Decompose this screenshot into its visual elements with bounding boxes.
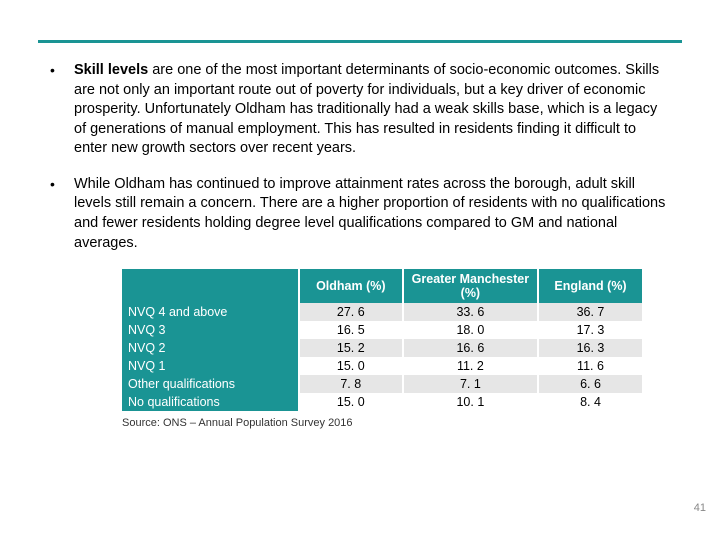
table-cell: 17. 3 xyxy=(538,321,642,339)
table-cell: 16. 3 xyxy=(538,339,642,357)
bullet-bold: Skill levels xyxy=(74,62,152,78)
table-row: NVQ 316. 518. 017. 3 xyxy=(122,321,642,339)
bullet-list: Skill levels are one of the most importa… xyxy=(48,61,672,253)
table-cell: 33. 6 xyxy=(403,303,538,321)
table-cell: 36. 7 xyxy=(538,303,642,321)
table-row: NVQ 4 and above27. 633. 636. 7 xyxy=(122,303,642,321)
table-cell: 16. 5 xyxy=(299,321,403,339)
bullet-item: While Oldham has continued to improve at… xyxy=(48,175,672,253)
table-cell: 16. 6 xyxy=(403,339,538,357)
top-divider xyxy=(38,40,682,43)
table-cell: 15. 0 xyxy=(299,357,403,375)
table-cell: 7. 1 xyxy=(403,375,538,393)
table-cell: 10. 1 xyxy=(403,393,538,411)
table-body: NVQ 4 and above27. 633. 636. 7NVQ 316. 5… xyxy=(122,303,642,411)
table-header-cell: England (%) xyxy=(538,269,642,303)
table-head: Oldham (%) Greater Manchester (%) Englan… xyxy=(122,269,642,303)
table-cell: 15. 2 xyxy=(299,339,403,357)
table-cell: 18. 0 xyxy=(403,321,538,339)
table-container: Oldham (%) Greater Manchester (%) Englan… xyxy=(122,269,642,411)
table-cell: 11. 6 xyxy=(538,357,642,375)
table-cell: 15. 0 xyxy=(299,393,403,411)
row-label: No qualifications xyxy=(122,393,299,411)
table-row: NVQ 215. 216. 616. 3 xyxy=(122,339,642,357)
row-label: NVQ 4 and above xyxy=(122,303,299,321)
table-cell: 27. 6 xyxy=(299,303,403,321)
table-cell: 8. 4 xyxy=(538,393,642,411)
table-row: NVQ 115. 011. 211. 6 xyxy=(122,357,642,375)
bullet-text: While Oldham has continued to improve at… xyxy=(74,176,665,251)
table-header-cell: Greater Manchester (%) xyxy=(403,269,538,303)
table-row: No qualifications15. 010. 18. 4 xyxy=(122,393,642,411)
bullet-item: Skill levels are one of the most importa… xyxy=(48,61,672,159)
table-header-row: Oldham (%) Greater Manchester (%) Englan… xyxy=(122,269,642,303)
table-cell: 7. 8 xyxy=(299,375,403,393)
table-cell: 11. 2 xyxy=(403,357,538,375)
row-label: Other qualifications xyxy=(122,375,299,393)
row-label: NVQ 2 xyxy=(122,339,299,357)
skills-table: Oldham (%) Greater Manchester (%) Englan… xyxy=(122,269,642,411)
table-header-cell xyxy=(122,269,299,303)
source-text: Source: ONS – Annual Population Survey 2… xyxy=(122,417,672,429)
page-number: 41 xyxy=(694,502,706,514)
table-cell: 6. 6 xyxy=(538,375,642,393)
bullet-text: are one of the most important determinan… xyxy=(74,62,659,156)
row-label: NVQ 1 xyxy=(122,357,299,375)
table-row: Other qualifications7. 87. 16. 6 xyxy=(122,375,642,393)
table-header-cell: Oldham (%) xyxy=(299,269,403,303)
row-label: NVQ 3 xyxy=(122,321,299,339)
